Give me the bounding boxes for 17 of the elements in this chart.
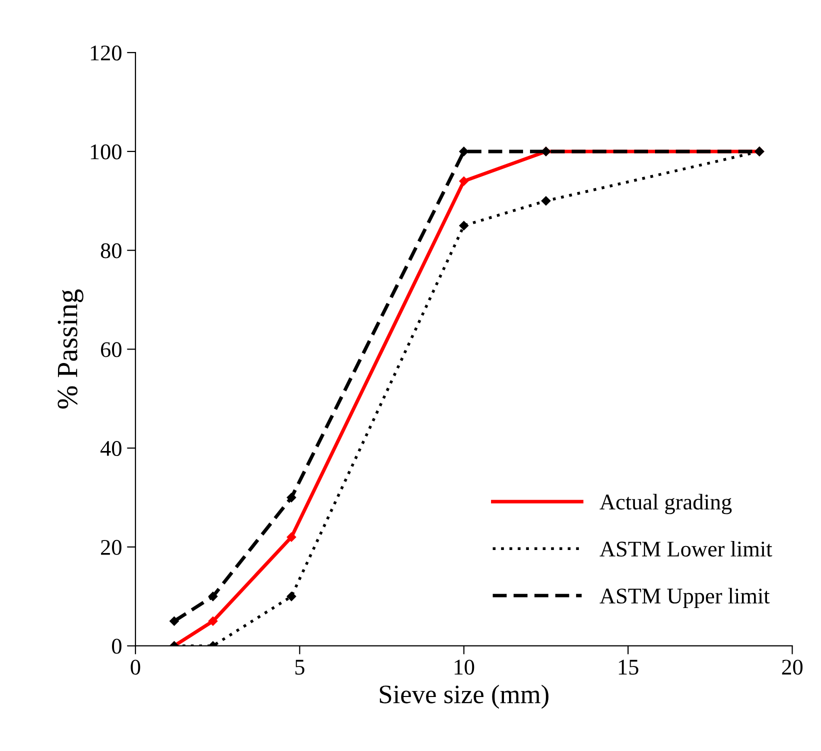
x-tick-label: 10: [454, 660, 474, 675]
y-tick-label: 40: [100, 441, 122, 456]
y-tick-label: 120: [90, 46, 122, 60]
x-tick-label: 5: [295, 660, 304, 675]
x-tick-label: 20: [782, 660, 803, 675]
x-axis-title: Sieve size (mm): [380, 684, 548, 709]
y-tick-label: 100: [90, 144, 122, 160]
x-tick-label: 15: [618, 660, 638, 675]
y-tick-label: 20: [101, 540, 122, 555]
legend-label: ASTM Upper limit: [600, 588, 770, 608]
legend-label: Actual grading: [600, 494, 732, 514]
y-axis-title: % Passing: [58, 289, 84, 409]
x-tick-label: 0: [130, 660, 140, 675]
y-tick-label: 80: [100, 243, 122, 258]
y-tick-label: 60: [101, 342, 122, 358]
legend-label: ASTM Lower limit: [600, 540, 772, 557]
y-tick-label: 0: [112, 638, 122, 654]
